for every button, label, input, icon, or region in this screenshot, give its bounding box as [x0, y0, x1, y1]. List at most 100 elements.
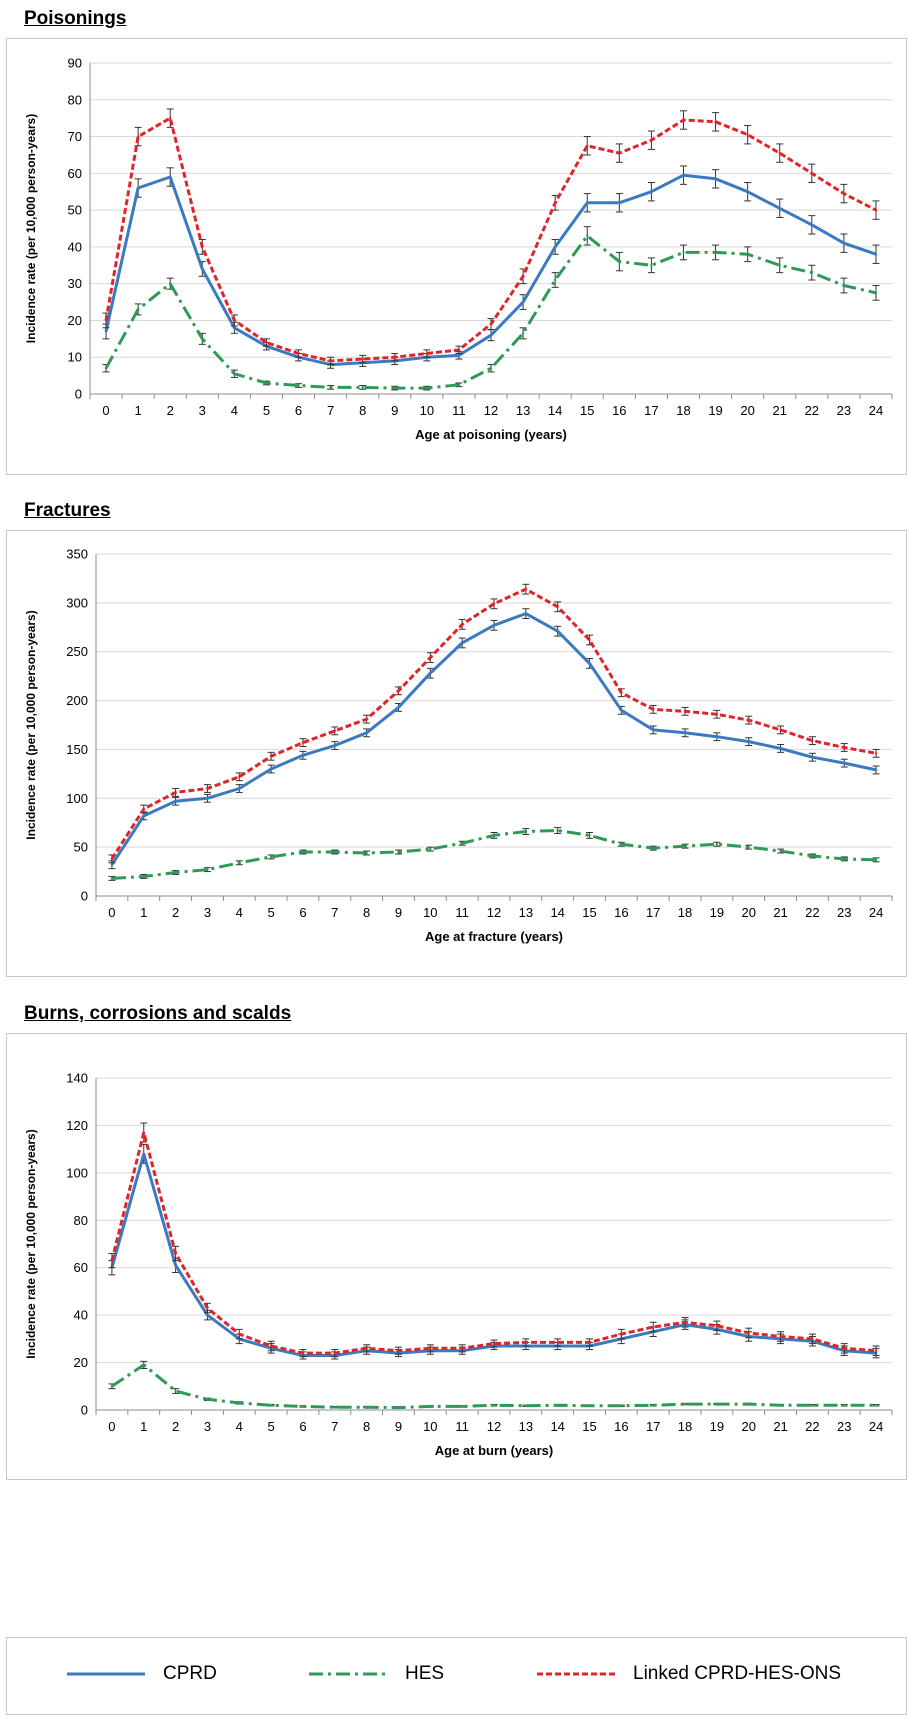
data-point-hes	[682, 251, 685, 254]
x-tick-label: 7	[331, 905, 338, 920]
data-point-linked	[333, 1351, 336, 1355]
x-tick-label: 17	[644, 403, 658, 418]
data-point-linked	[778, 151, 781, 155]
series-linked	[102, 108, 880, 366]
data-point-hes	[429, 1405, 432, 1408]
data-point-linked	[682, 118, 685, 122]
data-point-cprd	[206, 1313, 209, 1317]
y-tick-label: 100	[66, 1165, 88, 1180]
data-point-linked	[620, 1332, 623, 1336]
x-tick-label: 24	[869, 905, 883, 920]
data-point-cprd	[489, 333, 493, 337]
chart-panel-burns: 0 20 40 60 80 100 120 140 0 1 2 3 4 5 6 7 8 9 10 11 12 13 14 15…	[6, 1033, 907, 1480]
x-tick-label: 2	[172, 1419, 179, 1434]
data-point-hes	[169, 282, 172, 285]
x-tick-label: 20	[741, 905, 755, 920]
x-tick-label: 23	[837, 1419, 851, 1434]
x-tick-label: 11	[452, 403, 466, 418]
data-point-linked	[142, 1131, 145, 1134]
series-cprd	[108, 608, 880, 870]
data-point-hes	[489, 367, 493, 370]
series-cprd	[102, 165, 880, 369]
data-point-cprd	[333, 744, 336, 747]
data-point-cprd	[301, 754, 305, 757]
panel-title-fractures: Fractures	[24, 500, 111, 521]
data-point-hes	[174, 871, 177, 874]
data-point-cprd	[174, 1264, 177, 1267]
x-tick-label: 1	[140, 905, 147, 920]
x-tick-label: 16	[612, 403, 626, 418]
data-point-cprd	[206, 797, 209, 800]
data-point-linked	[206, 787, 209, 790]
x-tick-label: 22	[805, 905, 819, 920]
data-point-linked	[425, 352, 429, 355]
y-tick-label: 350	[66, 547, 88, 562]
series-hes	[108, 1360, 880, 1410]
data-point-linked	[333, 729, 336, 733]
data-point-hes	[238, 861, 241, 864]
data-point-hes	[397, 850, 400, 854]
x-tick-label: 0	[102, 403, 109, 418]
x-tick-label: 5	[268, 1419, 275, 1434]
x-tick-label: 4	[236, 905, 243, 920]
data-point-linked	[715, 1324, 719, 1328]
x-tick-label: 0	[108, 1419, 115, 1434]
data-point-cprd	[778, 207, 781, 210]
data-point-cprd	[492, 624, 496, 627]
data-point-linked	[524, 587, 528, 591]
data-point-linked	[365, 1347, 368, 1350]
y-tick-label: 30	[68, 276, 82, 291]
legend-label-linked: Linked CPRD-HES-ONS	[633, 1663, 841, 1684]
y-tick-label: 120	[66, 1118, 88, 1133]
legend-label-hes: HES	[405, 1663, 445, 1684]
data-point-linked	[588, 1341, 591, 1344]
x-tick-label: 16	[614, 1419, 628, 1434]
data-point-cprd	[682, 173, 685, 177]
data-point-linked	[397, 689, 400, 692]
x-tick-label: 21	[772, 403, 786, 418]
x-tick-label: 24	[869, 403, 883, 418]
x-tick-label: 7	[331, 1419, 338, 1434]
y-tick-label: 80	[74, 1213, 88, 1228]
data-point-hes	[652, 1404, 655, 1407]
data-point-hes	[269, 1404, 273, 1407]
data-point-hes	[747, 1402, 750, 1406]
data-point-hes	[492, 1404, 496, 1407]
data-point-cprd	[521, 300, 525, 304]
x-tick-label: 3	[199, 403, 206, 418]
data-point-linked	[747, 718, 750, 722]
x-tick-label: 2	[172, 905, 179, 920]
x-tick-label: 8	[363, 1419, 370, 1434]
x-tick-label: 9	[391, 403, 398, 418]
data-point-cprd	[429, 672, 432, 675]
data-point-linked	[683, 1321, 687, 1324]
data-point-linked	[460, 623, 464, 626]
data-point-cprd	[588, 662, 591, 665]
data-point-linked	[874, 1349, 878, 1352]
data-point-linked	[747, 1331, 750, 1335]
data-point-hes	[460, 842, 464, 845]
data-point-linked	[810, 172, 813, 175]
x-tick-label: 12	[487, 1419, 501, 1434]
data-point-hes	[457, 383, 461, 387]
data-point-linked	[297, 352, 300, 355]
data-point-cprd	[524, 612, 528, 615]
data-point-linked	[110, 1259, 114, 1262]
x-tick-label: 15	[582, 905, 596, 920]
data-point-cprd	[556, 629, 559, 633]
data-point-cprd	[142, 1152, 145, 1156]
data-point-linked	[811, 739, 814, 742]
legend-swatch-hes	[309, 1672, 387, 1676]
x-tick-label: 11	[455, 1419, 469, 1434]
data-point-linked	[329, 359, 332, 363]
data-point-hes	[297, 384, 300, 387]
x-tick-label: 22	[805, 1419, 819, 1434]
data-point-cprd	[238, 787, 241, 790]
data-point-cprd	[746, 190, 749, 193]
x-tick-label: 15	[580, 403, 594, 418]
data-point-hes	[301, 850, 305, 854]
data-point-cprd	[810, 223, 813, 227]
x-tick-label: 14	[550, 1419, 564, 1434]
data-point-linked	[169, 116, 172, 120]
data-point-hes	[397, 1406, 400, 1409]
